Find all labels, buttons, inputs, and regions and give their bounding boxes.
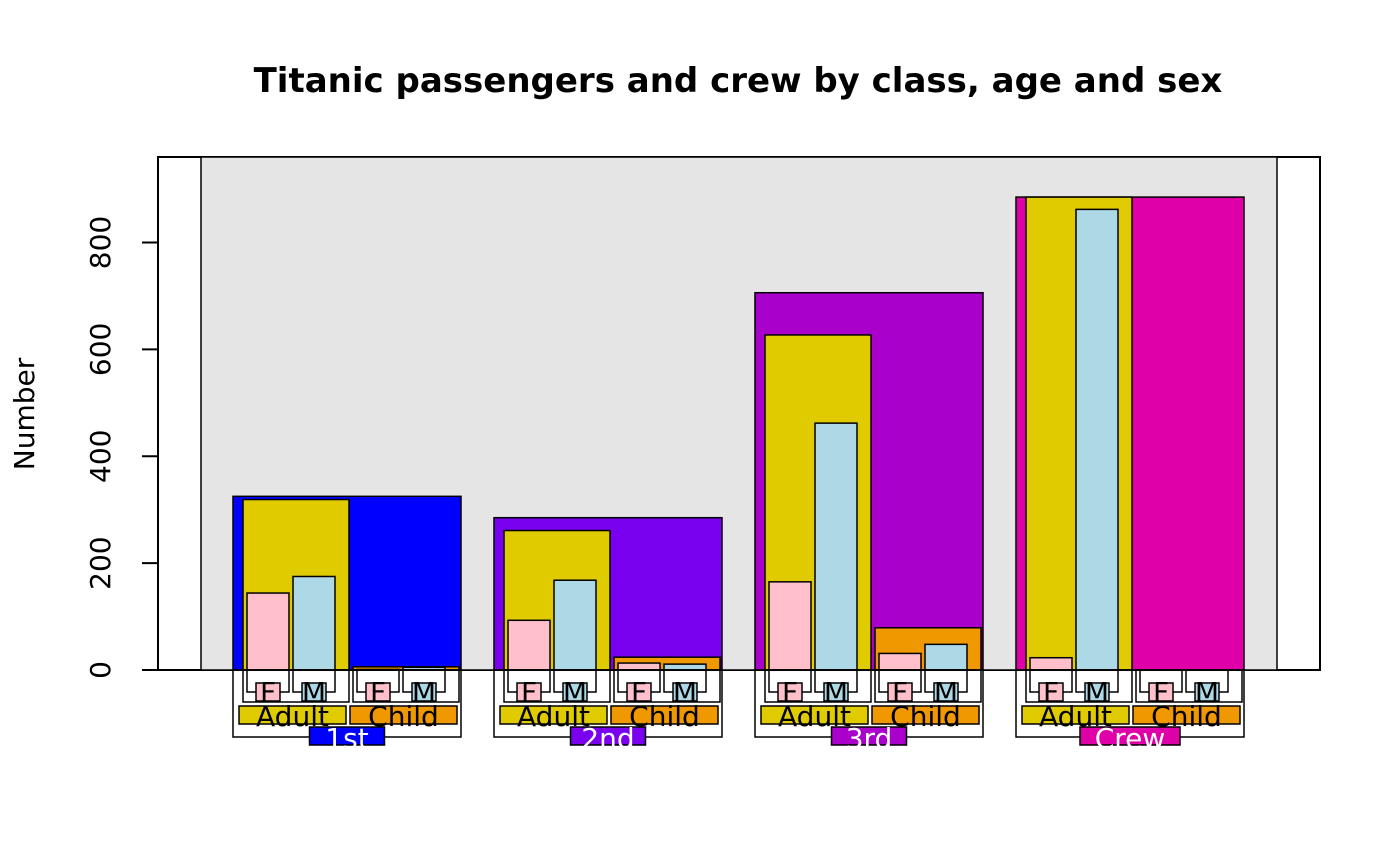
- sex-label-2nd-child-m: M: [673, 676, 697, 709]
- y-axis: 0 200 400 600 800: [84, 216, 159, 679]
- sex-label-3rd-adult-f: F: [782, 676, 798, 709]
- sex-bar-3rd-child-f: [878, 652, 922, 671]
- sex-label-1st-child-m: M: [412, 676, 436, 709]
- sex-label-box-1st-adult-f: [255, 682, 281, 702]
- sex-bar-2nd-child-f: [617, 662, 661, 671]
- age-label-frame-crew-child: [1135, 669, 1243, 703]
- sex-label-box-2nd-adult-m: [562, 682, 588, 702]
- sex-label-3rd-adult-m: M: [824, 676, 848, 709]
- y-tick-label-0: 0: [84, 661, 117, 679]
- sex-bar-crew-adult-f: [1029, 656, 1073, 671]
- age-label-frame-1st-child: [352, 669, 460, 703]
- sex-label-2nd-adult-f: F: [521, 676, 537, 709]
- sex-bar-2nd-adult-m: [553, 579, 597, 671]
- age-label-frame-crew-adult: [1025, 669, 1133, 703]
- age-label-box-crew-adult: [1021, 705, 1130, 725]
- class-label-box-1st: [308, 726, 386, 746]
- sex-bar-crew-adult-m: [1075, 208, 1119, 671]
- sex-label-2nd-child-f: F: [631, 676, 647, 709]
- sex-label-2nd-adult-m: M: [563, 676, 587, 709]
- y-tick-label-600: 600: [84, 323, 117, 376]
- y-tick-label-800: 800: [84, 216, 117, 269]
- sex-label-box-2nd-adult-f: [516, 682, 542, 702]
- sex-label-box-2nd-child-f: [626, 682, 652, 702]
- sex-bar-3rd-adult-m: [814, 422, 858, 671]
- age-label-box-2nd-adult: [499, 705, 608, 725]
- age-label-box-3rd-adult: [760, 705, 869, 725]
- sex-label-box-1st-child-m: [411, 682, 437, 702]
- class-label-box-2nd: [569, 726, 647, 746]
- sex-label-box-crew-adult-m: [1084, 682, 1110, 702]
- sex-label-box-3rd-child-f: [887, 682, 913, 702]
- class-label-box-crew: [1079, 726, 1181, 746]
- age-label-frame-3rd-adult: [764, 669, 872, 703]
- sex-label-box-2nd-child-m: [672, 682, 698, 702]
- sex-bar-3rd-child-m: [924, 643, 968, 671]
- sex-bar-2nd-adult-f: [507, 619, 551, 671]
- sex-label-3rd-child-f: F: [892, 676, 908, 709]
- class-label-2nd: 2nd: [581, 722, 634, 755]
- sex-bar-3rd-adult-f: [768, 581, 812, 671]
- age-label-frame-1st-adult: [242, 669, 350, 703]
- chart-title: Titanic passengers and crew by class, ag…: [254, 61, 1223, 101]
- sex-label-box-1st-adult-m: [301, 682, 327, 702]
- sex-label-crew-adult-f: F: [1043, 676, 1059, 709]
- sex-label-box-crew-adult-f: [1038, 682, 1064, 702]
- sex-label-1st-adult-f: F: [260, 676, 276, 709]
- sex-label-box-1st-child-f: [365, 682, 391, 702]
- sex-label-box-3rd-adult-m: [823, 682, 849, 702]
- age-label-frame-2nd-child: [613, 669, 721, 703]
- age-label-box-crew-child: [1132, 705, 1241, 725]
- class-label-3rd: 3rd: [846, 722, 893, 755]
- sex-label-box-crew-child-f: [1148, 682, 1174, 702]
- sex-label-crew-child-m: M: [1195, 676, 1219, 709]
- sex-label-crew-child-f: F: [1153, 676, 1169, 709]
- sex-label-3rd-child-m: M: [934, 676, 958, 709]
- sex-label-box-crew-child-m: [1194, 682, 1220, 702]
- age-label-box-3rd-child: [871, 705, 980, 725]
- bars-layer: [232, 196, 1245, 671]
- y-tick-label-400: 400: [84, 430, 117, 483]
- sex-label-box-3rd-child-m: [933, 682, 959, 702]
- sex-bar-2nd-child-m: [663, 663, 707, 671]
- age-label-frame-2nd-adult: [503, 669, 611, 703]
- age-label-frame-3rd-child: [874, 669, 982, 703]
- class-label-box-3rd: [830, 726, 908, 746]
- age-label-box-2nd-child: [610, 705, 719, 725]
- sex-label-box-3rd-adult-f: [777, 682, 803, 702]
- age-label-box-1st-adult: [238, 705, 347, 725]
- sex-label-1st-child-f: F: [370, 676, 386, 709]
- y-tick-label-200: 200: [84, 536, 117, 589]
- sex-bar-1st-adult-m: [292, 575, 336, 671]
- sex-label-1st-adult-m: M: [302, 676, 326, 709]
- y-axis-label: Number: [8, 357, 41, 470]
- sex-label-crew-adult-m: M: [1085, 676, 1109, 709]
- class-label-crew: Crew: [1095, 722, 1166, 755]
- sex-bar-1st-adult-f: [246, 592, 290, 671]
- class-label-1st: 1st: [325, 722, 368, 755]
- age-label-box-1st-child: [349, 705, 458, 725]
